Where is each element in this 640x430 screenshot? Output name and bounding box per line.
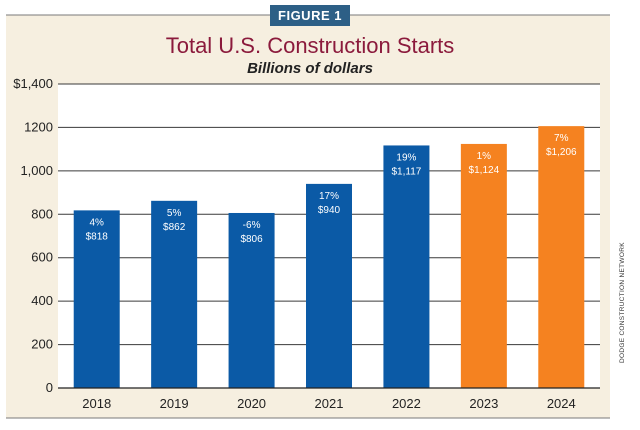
- figure-label-tag: [270, 5, 350, 26]
- bar-value-label: $1,124: [469, 165, 500, 176]
- x-tick-label: 2019: [160, 396, 189, 411]
- bar-value-label: $1,206: [546, 147, 577, 158]
- chart-subtitle: Billions of dollars: [247, 60, 373, 77]
- bar-pct-label: 5%: [167, 208, 182, 219]
- bar-value-label: $940: [318, 205, 341, 216]
- bar-value-label: $862: [163, 222, 186, 233]
- bar-pct-label: 1%: [477, 151, 492, 162]
- bar-value-label: $818: [86, 231, 109, 242]
- x-tick-label: 2023: [469, 396, 498, 411]
- figure-label: FIGURE 1: [278, 8, 342, 23]
- x-tick-label: 2021: [315, 396, 344, 411]
- x-tick-label: 2018: [82, 396, 111, 411]
- bar-value-label: $1,117: [392, 166, 422, 177]
- y-tick-label: 600: [31, 250, 53, 265]
- y-tick-label: 400: [31, 293, 53, 308]
- y-tick-label: 800: [31, 206, 53, 221]
- bar-pct-label: 17%: [319, 191, 339, 202]
- bars: 4% $818 5% $862 -6% $806 17% $940 19% $1,117 1% $1,…: [73, 126, 585, 388]
- bar-2020: [228, 212, 275, 388]
- chart-title: Total U.S. Construction Starts: [166, 33, 455, 58]
- y-tick-label: 0: [46, 380, 53, 395]
- y-tick-label: 200: [31, 337, 53, 352]
- bar-2022: [383, 145, 430, 388]
- bar-2021: [306, 183, 352, 388]
- x-tick-label: 2022: [392, 396, 421, 411]
- bar-2018: [73, 210, 120, 388]
- bar-2023: [460, 143, 507, 388]
- x-tick-label: 2020: [237, 396, 266, 411]
- x-axis-ticks: 2018 2019 2020 2021 2022 2023 2024: [82, 396, 575, 411]
- source-note: DODGE CONSTRUCTION NETWORK: [619, 242, 626, 363]
- bar-2024: [538, 126, 585, 388]
- y-tick-label: $1,400: [13, 76, 53, 91]
- x-tick-label: 2024: [547, 396, 576, 411]
- bar-pct-label: 4%: [89, 217, 104, 228]
- y-tick-label: 1,000: [20, 163, 53, 178]
- y-axis-ticks: 0 200 400 600 800 1,000 1200 $1,400: [13, 76, 53, 395]
- bar-pct-label: 7%: [554, 133, 569, 144]
- bar-value-label: $806: [240, 234, 263, 245]
- bar-pct-label: 19%: [396, 152, 416, 163]
- bar-pct-label: -6%: [243, 220, 261, 231]
- y-tick-label: 1200: [24, 119, 53, 134]
- bar-2019: [151, 200, 198, 388]
